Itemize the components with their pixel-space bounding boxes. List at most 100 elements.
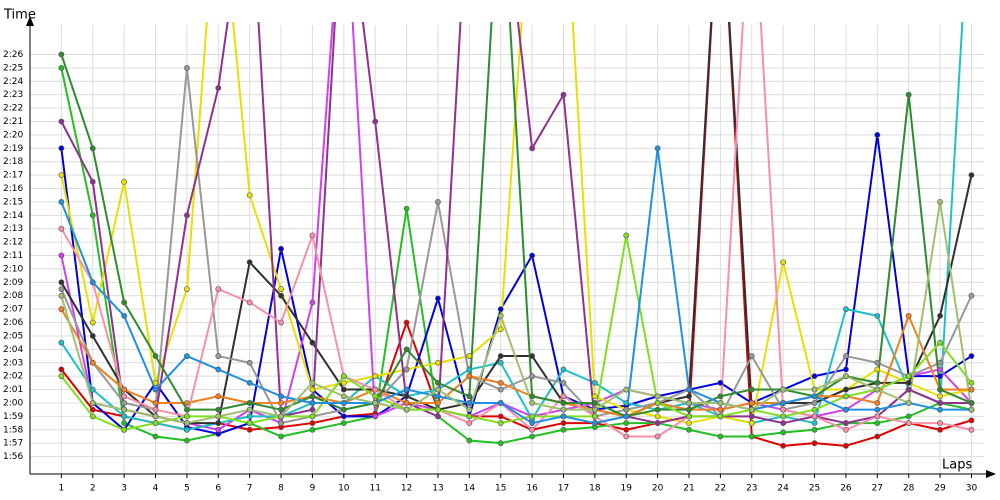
data-point <box>905 400 912 406</box>
data-point <box>89 406 96 413</box>
data-point <box>811 373 818 380</box>
data-point <box>591 413 598 420</box>
x-tick-label: 1 <box>59 484 65 494</box>
x-tick-label: 30 <box>966 484 978 494</box>
data-point <box>58 118 65 125</box>
data-point <box>748 353 755 359</box>
data-point <box>843 366 849 373</box>
data-point <box>435 199 441 205</box>
data-point <box>843 306 849 313</box>
data-point <box>340 379 347 386</box>
series-line <box>60 200 973 425</box>
data-point <box>340 373 347 380</box>
data-point <box>874 379 881 386</box>
data-point <box>497 312 504 319</box>
data-point <box>278 319 284 326</box>
data-point <box>686 420 692 426</box>
data-point <box>184 212 190 219</box>
data-point <box>152 420 159 426</box>
data-point <box>623 406 630 413</box>
data-point <box>811 420 818 426</box>
data-point <box>623 400 630 406</box>
x-tick-label: 18 <box>589 484 601 494</box>
data-point <box>246 406 253 413</box>
data-point <box>811 386 818 393</box>
data-point <box>654 433 661 440</box>
data-point <box>874 420 881 426</box>
data-point <box>686 413 692 420</box>
data-point <box>372 373 379 380</box>
data-point <box>843 420 849 426</box>
x-axis-arrow <box>986 470 996 478</box>
data-point <box>560 379 567 386</box>
data-point <box>843 442 849 449</box>
x-tick-label: 5 <box>184 484 190 494</box>
data-point <box>184 420 190 426</box>
y-tick-label: 2:26 <box>3 50 23 60</box>
data-point <box>121 393 128 400</box>
data-point <box>874 406 881 413</box>
data-point <box>843 353 849 359</box>
data-point <box>215 426 222 433</box>
data-point <box>497 326 504 333</box>
x-tick-label: 6 <box>215 484 221 494</box>
data-point <box>58 306 65 313</box>
data-point <box>58 225 65 232</box>
data-point <box>968 353 975 359</box>
plot-area <box>58 22 975 449</box>
data-point <box>121 299 128 306</box>
x-tick-label: 28 <box>903 484 915 494</box>
data-point <box>874 386 881 393</box>
data-point <box>529 373 536 380</box>
data-point <box>278 420 284 426</box>
y-tick-label: 2:02 <box>3 372 23 382</box>
data-point <box>309 393 316 400</box>
data-point <box>466 353 473 359</box>
data-point <box>58 51 65 58</box>
series-line <box>60 22 972 425</box>
data-point <box>560 400 567 406</box>
data-point <box>497 413 504 420</box>
data-point <box>529 413 536 420</box>
data-point <box>466 373 473 380</box>
data-point <box>686 406 692 413</box>
data-point <box>560 91 567 98</box>
data-point <box>717 406 724 413</box>
data-point <box>968 426 975 433</box>
data-point <box>937 312 943 319</box>
data-point <box>278 413 284 420</box>
data-point <box>843 426 849 433</box>
y-tick-label: 2:16 <box>3 184 23 194</box>
data-point <box>58 292 65 299</box>
data-point <box>215 420 222 426</box>
y-tick-label: 2:07 <box>3 305 23 315</box>
y-tick-label: 2:04 <box>3 345 23 355</box>
data-point <box>717 400 724 406</box>
data-point <box>717 379 724 386</box>
data-point <box>780 413 787 420</box>
y-tick-label: 2:05 <box>3 331 23 341</box>
data-point <box>591 406 598 413</box>
y-tick-label: 2:25 <box>3 63 23 73</box>
y-tick-label: 2:01 <box>3 385 23 395</box>
data-point <box>497 306 504 313</box>
data-point <box>937 199 943 205</box>
y-tick-label: 1:59 <box>3 412 23 422</box>
x-tick-label: 7 <box>247 484 253 494</box>
data-point <box>215 406 222 413</box>
data-point <box>121 178 128 185</box>
data-point <box>246 359 253 366</box>
data-point <box>435 295 441 302</box>
series-line <box>60 22 973 425</box>
data-point <box>152 400 159 406</box>
data-point <box>58 279 65 286</box>
data-point <box>435 400 441 406</box>
data-point <box>372 393 379 400</box>
series-line <box>60 147 972 425</box>
data-point <box>58 252 65 259</box>
data-point <box>340 400 347 406</box>
data-point <box>215 413 222 420</box>
data-point <box>560 393 567 400</box>
data-point <box>278 245 284 252</box>
data-point <box>184 406 190 413</box>
